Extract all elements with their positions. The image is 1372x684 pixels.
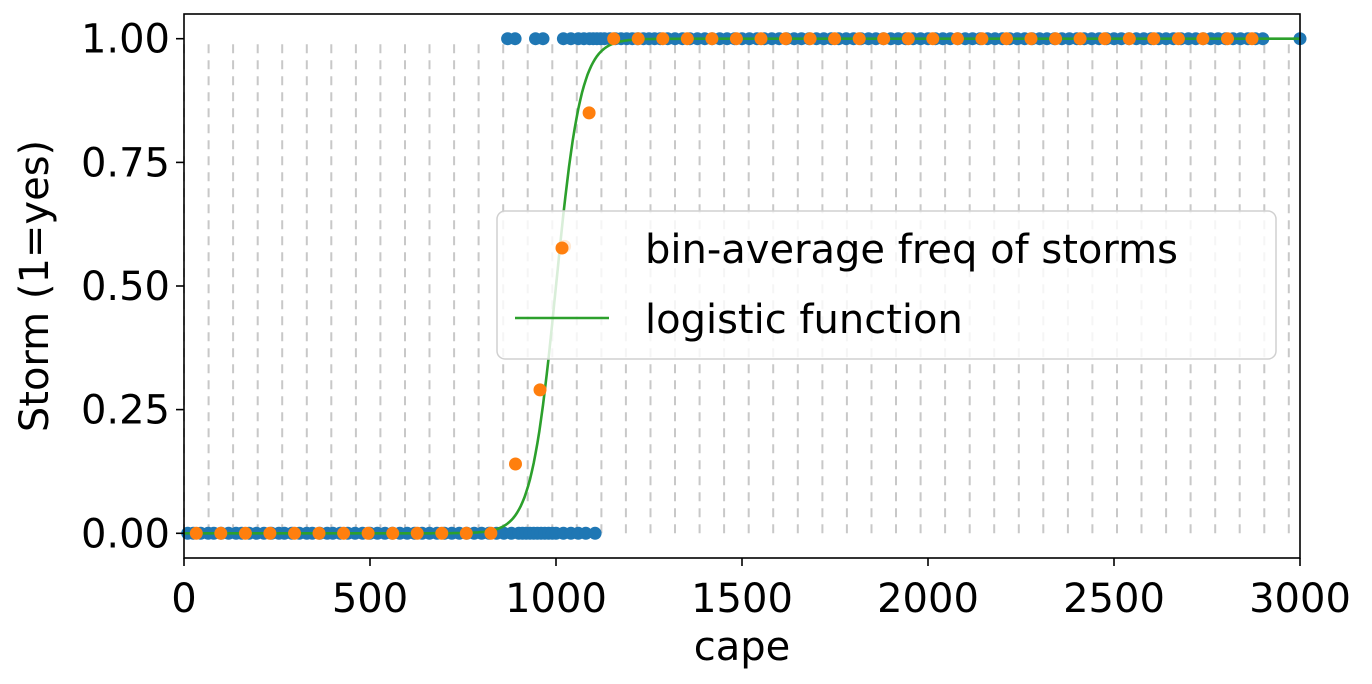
bin-average-point xyxy=(779,32,792,46)
x-tick-label: 500 xyxy=(332,576,408,622)
y-tick-label: 1.00 xyxy=(81,17,170,63)
x-tick-label: 1500 xyxy=(691,576,793,622)
x-axis-label: cape xyxy=(694,624,791,670)
bin-average-point xyxy=(950,32,964,46)
y-tick-label: 0.50 xyxy=(81,264,170,310)
bin-average-point xyxy=(680,32,694,46)
x-axis-ticks: 0 500 1000 1500 2000 2500 3000 xyxy=(171,558,1351,622)
bin-average-point xyxy=(877,32,891,46)
bin-average-point xyxy=(1098,32,1112,46)
bin-average-point xyxy=(1196,32,1210,46)
bin-average-point xyxy=(509,457,522,471)
bin-average-point xyxy=(238,526,252,540)
bin-average-point xyxy=(582,106,596,120)
legend-label-logistic: logistic function xyxy=(645,297,963,343)
bin-average-point xyxy=(828,32,842,46)
bin-average-point xyxy=(386,526,400,540)
bin-average-point xyxy=(361,526,375,540)
x-tick-label: 0 xyxy=(171,576,196,622)
bin-average-point xyxy=(705,32,719,46)
bin-average-point xyxy=(1147,32,1161,46)
bin-average-point xyxy=(754,32,768,46)
bin-average-point xyxy=(263,526,277,540)
bin-average-point xyxy=(1073,32,1087,46)
bin-average-point xyxy=(1245,32,1259,46)
x-tick-label: 1000 xyxy=(505,576,607,622)
bin-average-point xyxy=(803,32,817,46)
bin-average-point xyxy=(901,32,915,46)
bin-average-point xyxy=(729,32,743,46)
bin-average-point xyxy=(926,32,940,46)
bin-average-point xyxy=(1049,32,1063,46)
bin-average-point xyxy=(975,32,989,46)
raw-point-no-storm xyxy=(579,526,593,540)
bin-average-point xyxy=(533,383,547,397)
y-axis-label: Storm (1=yes) xyxy=(12,140,58,432)
y-axis-ticks: 0.00 0.25 0.50 0.75 1.00 xyxy=(81,17,184,557)
bin-average-point xyxy=(1000,32,1013,46)
bin-average-point xyxy=(607,32,621,46)
bin-average-points xyxy=(189,32,1259,540)
bin-average-point xyxy=(337,526,351,540)
bin-average-point xyxy=(410,526,424,540)
legend-box xyxy=(496,210,1277,360)
bin-average-point xyxy=(631,32,645,46)
bin-average-point xyxy=(459,526,473,540)
bin-average-point xyxy=(852,32,866,46)
bin-average-point xyxy=(288,526,301,540)
y-tick-label: 0.25 xyxy=(81,388,170,434)
bin-average-point xyxy=(312,526,326,540)
x-tick-label: 3000 xyxy=(1249,576,1351,622)
raw-point-storm xyxy=(536,32,550,46)
bin-average-point xyxy=(1024,32,1038,46)
y-tick-label: 0.75 xyxy=(81,140,170,186)
raw-point-storm xyxy=(508,32,522,46)
bin-average-point xyxy=(1171,32,1185,46)
bin-average-point xyxy=(214,526,228,540)
x-tick-label: 2500 xyxy=(1063,576,1165,622)
legend-label-bin-average: bin-average freq of storms xyxy=(645,227,1178,273)
bin-average-point xyxy=(435,526,449,540)
bin-average-point xyxy=(656,32,670,46)
legend: bin-average freq of storms logistic func… xyxy=(496,210,1277,360)
raw-point-no-storm xyxy=(588,526,602,540)
legend-marker-bin-average xyxy=(555,241,569,255)
bin-average-point xyxy=(189,526,203,540)
y-tick-label: 0.00 xyxy=(81,511,170,557)
bin-average-point xyxy=(1221,32,1234,46)
bin-average-point xyxy=(1122,32,1136,46)
bin-average-point xyxy=(484,526,498,540)
x-tick-label: 2000 xyxy=(877,576,979,622)
